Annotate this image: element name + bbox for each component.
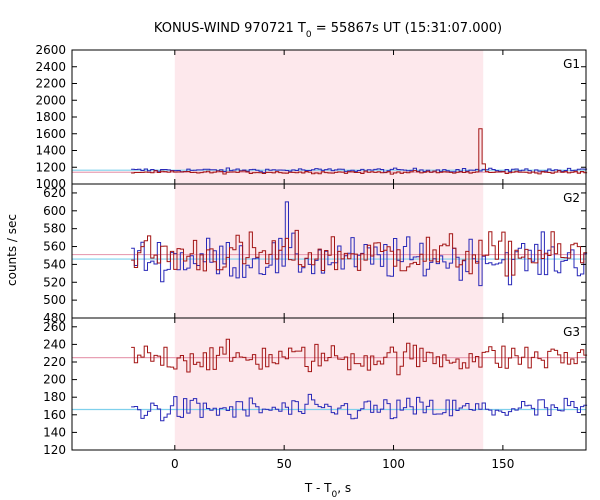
y-tick-label: 160 [43, 408, 66, 422]
y-tick-label: 500 [43, 293, 66, 307]
y-tick-label: 1800 [35, 110, 66, 124]
y-tick-label: 2600 [35, 43, 66, 57]
y-tick-label: 580 [43, 222, 66, 236]
y-tick-label: 1000 [35, 177, 66, 191]
y-tick-label: 2400 [35, 60, 66, 74]
y-tick-label: 1600 [35, 127, 66, 141]
panel-label: G2 [563, 191, 580, 205]
y-tick-label: 540 [43, 257, 66, 271]
y-tick-label: 2000 [35, 93, 66, 107]
panel-label: G1 [563, 57, 580, 71]
x-tick-label: 150 [491, 457, 514, 471]
y-tick-label: 520 [43, 275, 66, 289]
y-tick-label: 120 [43, 443, 66, 457]
series-blue [131, 167, 588, 174]
highlight-interval [174, 50, 484, 450]
y-tick-label: 1400 [35, 144, 66, 158]
x-axis-title: T - T0, s [304, 481, 351, 500]
panel-g2: 480 500 520 540 560 580 600 620 G2 [43, 183, 588, 325]
y-axis-title: counts / sec [5, 214, 19, 286]
y-tick-label: 180 [43, 390, 66, 404]
y-tick-label: 1200 [35, 160, 66, 174]
y-tick-label: 140 [43, 425, 66, 439]
panel-g3: 120 140 160 180 200 220 240 260 G3 [43, 317, 588, 457]
x-tick-label: 50 [277, 457, 292, 471]
series-blue [131, 393, 588, 422]
y-tick-label: 200 [43, 373, 66, 387]
y-tick-label: 2200 [35, 77, 66, 91]
panels: 100012001400160018002000220024002600G148… [35, 43, 588, 471]
chart-title: KONUS-WIND 970721 T0 = 55867s UT (15:31:… [154, 21, 502, 40]
x-tick-label: 100 [382, 457, 405, 471]
x-tick-label: 0 [171, 457, 179, 471]
panel-frame [71, 317, 587, 451]
y-tick-label: 560 [43, 240, 66, 254]
y-tick-label: 240 [43, 337, 66, 351]
series-red [131, 229, 588, 277]
y-tick-label: 600 [43, 204, 66, 218]
y-tick-label: 480 [43, 311, 66, 325]
y-tick-label: 620 [43, 186, 66, 200]
y-tick-label: 220 [43, 355, 66, 369]
y-tick-label: 260 [43, 320, 66, 334]
series-red [131, 338, 588, 376]
series-red [131, 128, 588, 175]
panel-label: G3 [563, 325, 580, 339]
